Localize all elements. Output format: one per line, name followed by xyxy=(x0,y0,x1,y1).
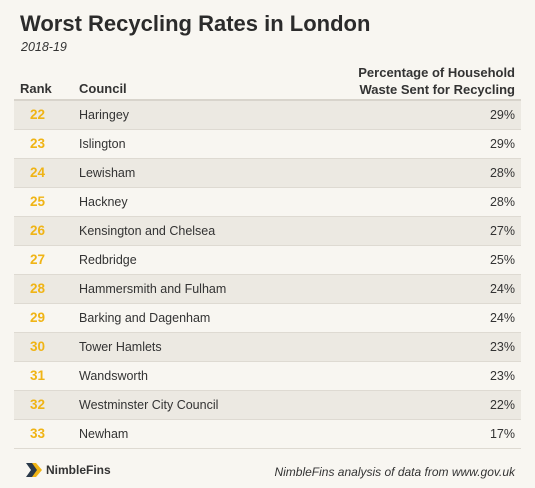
percentage-cell: 22% xyxy=(489,398,515,412)
header-divider xyxy=(14,99,521,101)
chart-subtitle: 2018-19 xyxy=(21,40,67,54)
table-row: 23 Islington 29% xyxy=(14,130,521,159)
table-row: 26 Kensington and Chelsea 27% xyxy=(14,217,521,246)
table-body: 22 Haringey 29% 23 Islington 29% 24 Lewisham 28%… xyxy=(14,101,521,449)
nimblefins-logo-icon xyxy=(26,463,42,477)
percentage-cell: 23% xyxy=(489,340,515,354)
council-cell: Newham xyxy=(79,427,129,441)
council-cell: Islington xyxy=(79,137,126,151)
table-row: 24 Lewisham 28% xyxy=(14,159,521,188)
table-row: 27 Redbridge 25% xyxy=(14,246,521,275)
council-cell: Westminster City Council xyxy=(79,398,219,412)
table-row: 22 Haringey 29% xyxy=(14,101,521,130)
council-cell: Lewisham xyxy=(79,166,136,180)
chart-title: Worst Recycling Rates in London xyxy=(20,11,371,36)
council-cell: Haringey xyxy=(79,108,130,122)
column-header-percentage: Percentage of Household Waste Sent for R… xyxy=(358,64,515,98)
percentage-cell: 28% xyxy=(489,166,515,180)
percentage-cell: 28% xyxy=(489,195,515,209)
council-cell: Hackney xyxy=(79,195,128,209)
council-cell: Hammersmith and Fulham xyxy=(79,282,227,296)
council-cell: Kensington and Chelsea xyxy=(79,224,216,238)
table-row: 31 Wandsworth 23% xyxy=(14,362,521,391)
percentage-cell: 24% xyxy=(489,282,515,296)
column-header-percentage-line2: Waste Sent for Recycling xyxy=(359,82,515,97)
council-cell: Wandsworth xyxy=(79,369,149,383)
rank-cell: 30 xyxy=(30,339,46,354)
council-cell: Barking and Dagenham xyxy=(79,311,211,325)
percentage-cell: 17% xyxy=(489,427,515,441)
percentage-cell: 29% xyxy=(489,108,515,122)
column-header-council: Council xyxy=(79,81,127,96)
rank-cell: 25 xyxy=(30,194,46,209)
rank-cell: 32 xyxy=(30,397,46,412)
nimblefins-logo: NimbleFins xyxy=(26,463,111,477)
source-note: NimbleFins analysis of data from www.gov… xyxy=(274,465,515,479)
logo-text: NimbleFins xyxy=(46,463,111,477)
rank-cell: 28 xyxy=(30,281,46,296)
table-row: 30 Tower Hamlets 23% xyxy=(14,333,521,362)
percentage-cell: 27% xyxy=(489,224,515,238)
percentage-cell: 24% xyxy=(489,311,515,325)
column-header-percentage-line1: Percentage of Household xyxy=(358,65,515,80)
rank-cell: 23 xyxy=(30,136,46,151)
rank-cell: 31 xyxy=(30,368,46,383)
percentage-cell: 23% xyxy=(489,369,515,383)
table-row: 32 Westminster City Council 22% xyxy=(14,391,521,420)
council-cell: Redbridge xyxy=(79,253,137,267)
rank-cell: 33 xyxy=(30,426,46,441)
rank-cell: 24 xyxy=(30,165,46,180)
rank-cell: 29 xyxy=(30,310,46,325)
table-row: 28 Hammersmith and Fulham 24% xyxy=(14,275,521,304)
rank-cell: 26 xyxy=(30,223,46,238)
table-row: 33 Newham 17% xyxy=(14,420,521,449)
column-header-rank: Rank xyxy=(20,81,52,96)
rank-cell: 27 xyxy=(30,252,46,267)
table-row: 29 Barking and Dagenham 24% xyxy=(14,304,521,333)
rank-cell: 22 xyxy=(30,107,46,122)
council-cell: Tower Hamlets xyxy=(79,340,162,354)
percentage-cell: 29% xyxy=(489,137,515,151)
table-row: 25 Hackney 28% xyxy=(14,188,521,217)
percentage-cell: 25% xyxy=(489,253,515,267)
